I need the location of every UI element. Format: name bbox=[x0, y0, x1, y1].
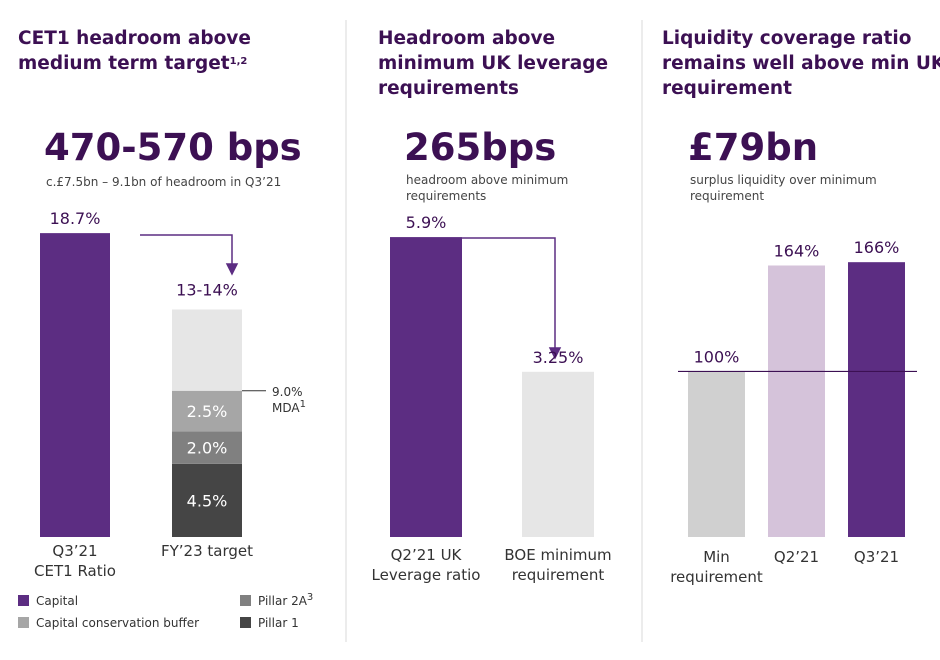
panel-title: CET1 headroom above bbox=[18, 28, 251, 49]
legend-label: Capital bbox=[36, 594, 78, 608]
bar-segment bbox=[172, 431, 242, 464]
value-label: 166% bbox=[854, 238, 900, 257]
value-label: 18.7% bbox=[50, 209, 101, 228]
subtitle: headroom above minimum bbox=[406, 173, 568, 187]
arrows bbox=[140, 234, 562, 360]
subtitle: c.£7.5bn – 9.1bn of headroom in Q3’21 bbox=[46, 175, 281, 189]
panel-title: minimum UK leverage bbox=[378, 53, 608, 74]
bar bbox=[848, 262, 905, 537]
bar bbox=[522, 371, 594, 537]
bar bbox=[688, 371, 745, 537]
x-tick-label: requirement bbox=[512, 566, 605, 584]
headline: 470-570 bps bbox=[44, 126, 302, 169]
legend-swatch bbox=[240, 595, 251, 606]
bar-segment bbox=[172, 309, 242, 391]
headline: 265bps bbox=[404, 126, 556, 169]
total-label: 13-14% bbox=[176, 281, 238, 300]
x-tick-label: Leverage ratio bbox=[372, 566, 481, 584]
arrow bbox=[140, 234, 233, 268]
arrow bbox=[462, 237, 556, 352]
arrow-head bbox=[548, 347, 562, 360]
panel-title: medium term target1,2 bbox=[18, 53, 247, 74]
subtitle: surplus liquidity over minimum bbox=[690, 173, 877, 187]
legend-label: Pillar 1 bbox=[258, 616, 299, 630]
panel-title: requirements bbox=[378, 78, 519, 99]
value-label: 100% bbox=[694, 347, 740, 366]
value-label: 4.5% bbox=[187, 491, 228, 510]
subtitle: requirements bbox=[406, 189, 486, 203]
x-tick-label: requirement bbox=[670, 568, 763, 586]
x-tick-label: Q3’21 bbox=[52, 542, 97, 560]
panel-title: Headroom above bbox=[378, 28, 555, 49]
x-tick-label: FY’23 target bbox=[161, 542, 253, 560]
x-tick-label: Q2’21 bbox=[774, 548, 819, 566]
x-tick-label: Q3’21 bbox=[854, 548, 899, 566]
superscript: 1,2 bbox=[230, 56, 248, 67]
value-label: 2.5% bbox=[187, 402, 228, 421]
bar-segment bbox=[40, 233, 110, 537]
value-label: 5.9% bbox=[406, 213, 447, 232]
marker-text: MDA1 bbox=[272, 398, 306, 415]
legend-swatch bbox=[18, 595, 29, 606]
panel-title: remains well above min UK bbox=[662, 53, 940, 74]
panel-title: requirement bbox=[662, 78, 792, 99]
panel-title: Liquidity coverage ratio bbox=[662, 28, 911, 49]
bar bbox=[390, 237, 462, 538]
bar-segment bbox=[172, 390, 242, 432]
legend-label: Capital conservation buffer bbox=[36, 616, 199, 630]
legend-label: Pillar 2A3 bbox=[258, 592, 313, 609]
x-tick-label: CET1 Ratio bbox=[34, 562, 116, 580]
value-label: 2.0% bbox=[187, 439, 228, 458]
headline: £79bn bbox=[688, 126, 818, 169]
superscript: 1 bbox=[300, 398, 306, 409]
subtitle: requirement bbox=[690, 189, 764, 203]
bar bbox=[768, 265, 825, 537]
x-tick-label: BOE minimum bbox=[504, 546, 611, 564]
x-tick-label: Q2’21 UK bbox=[391, 546, 463, 564]
superscript: 3 bbox=[307, 592, 313, 603]
bar-segment bbox=[172, 463, 242, 537]
legend-swatch bbox=[18, 617, 29, 628]
legend-swatch bbox=[240, 617, 251, 628]
value-label: 164% bbox=[774, 241, 820, 260]
x-tick-label: Min bbox=[703, 548, 730, 566]
value-label: 3.25% bbox=[533, 348, 584, 367]
marker-label: 9.0% bbox=[272, 385, 303, 399]
arrow-head bbox=[225, 263, 239, 276]
